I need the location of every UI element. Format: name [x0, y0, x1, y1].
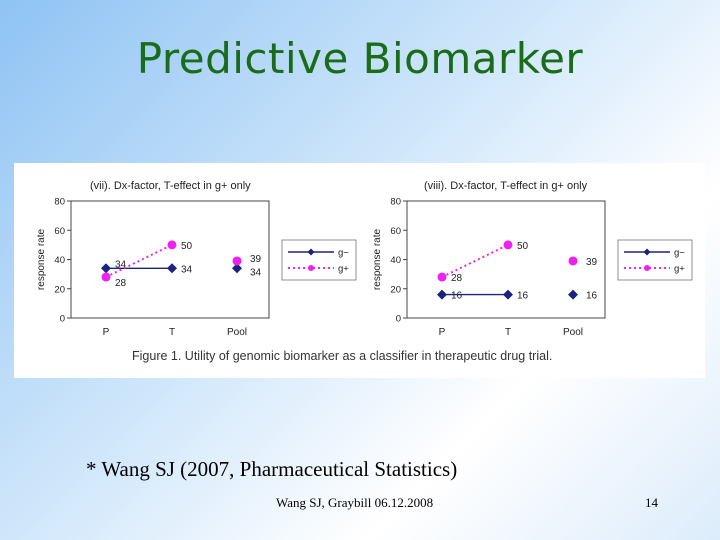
- data-point-pool: [568, 256, 578, 266]
- data-point: [503, 289, 513, 300]
- x-tick-label: P: [103, 327, 110, 338]
- legend-marker: [643, 248, 651, 256]
- citation: * Wang SJ (2007, Pharmaceutical Statisti…: [86, 457, 458, 481]
- data-point: [167, 240, 177, 250]
- legend-label: g−: [338, 248, 349, 259]
- data-point: [503, 240, 513, 250]
- x-tick-label: Pool: [563, 327, 583, 338]
- data-label: 16: [451, 291, 463, 302]
- figure-panel: (vii). Dx-factor, T-effect in g+ only res…: [14, 163, 705, 378]
- data-label: 28: [115, 278, 127, 289]
- footer-text: Wang SJ, Graybill 06.12.2008: [276, 495, 434, 510]
- y-tick-label: 80: [390, 197, 401, 208]
- x-tick-label: T: [169, 327, 175, 338]
- legend-label: g+: [674, 264, 685, 275]
- x-tick-label: Pool: [227, 327, 247, 338]
- chart-title: (viii). Dx-factor, T-effect in g+ only: [424, 180, 588, 192]
- data-point-pool: [232, 256, 242, 266]
- data-point: [101, 272, 111, 282]
- data-label-pool: 39: [250, 254, 262, 265]
- data-point: [101, 263, 111, 274]
- data-point-pool: [232, 263, 242, 274]
- data-point: [167, 263, 177, 274]
- data-label: 28: [451, 273, 463, 284]
- x-tick-label: P: [439, 327, 446, 338]
- y-tick-label: 0: [60, 314, 65, 325]
- data-label: 34: [115, 259, 127, 270]
- data-label: 34: [181, 264, 193, 275]
- data-label-pool: 39: [586, 257, 598, 268]
- y-tick-label: 20: [54, 284, 65, 295]
- data-label-pool: 34: [250, 267, 262, 278]
- figure-svg: (vii). Dx-factor, T-effect in g+ only res…: [36, 180, 693, 363]
- y-tick-label: 60: [390, 226, 401, 237]
- legend-marker: [307, 248, 315, 256]
- data-label-pool: 16: [586, 291, 598, 302]
- chart-title: (vii). Dx-factor, T-effect in g+ only: [90, 180, 251, 192]
- data-label: 16: [517, 291, 529, 302]
- data-point-pool: [568, 289, 578, 300]
- data-point: [437, 289, 447, 300]
- legend-label: g+: [338, 264, 349, 275]
- x-tick-label: T: [505, 327, 511, 338]
- y-tick-label: 20: [390, 284, 401, 295]
- page-number: 14: [645, 495, 658, 510]
- data-label: 50: [517, 241, 529, 252]
- legend-marker: [644, 265, 650, 271]
- series-line-g-plus: [105, 243, 173, 278]
- legend-box: [617, 239, 693, 281]
- legend-label: g−: [674, 248, 685, 259]
- data-label: 50: [181, 241, 193, 252]
- figure-caption: Figure 1. Utility of genomic biomarker a…: [132, 349, 552, 363]
- y-tick-label: 40: [390, 255, 401, 266]
- y-tick-label: 60: [54, 226, 65, 237]
- y-tick-label: 40: [54, 255, 65, 266]
- y-tick-label: 80: [54, 197, 65, 208]
- legend-box: [281, 239, 357, 281]
- data-point: [437, 272, 447, 282]
- series-line-g-plus: [441, 243, 509, 278]
- slide-title: Predictive Biomarker: [136, 34, 584, 83]
- y-tick-label: 0: [396, 314, 401, 325]
- y-axis-label: response rate: [372, 228, 383, 290]
- y-axis-label: response rate: [36, 228, 47, 290]
- legend-marker: [308, 265, 314, 271]
